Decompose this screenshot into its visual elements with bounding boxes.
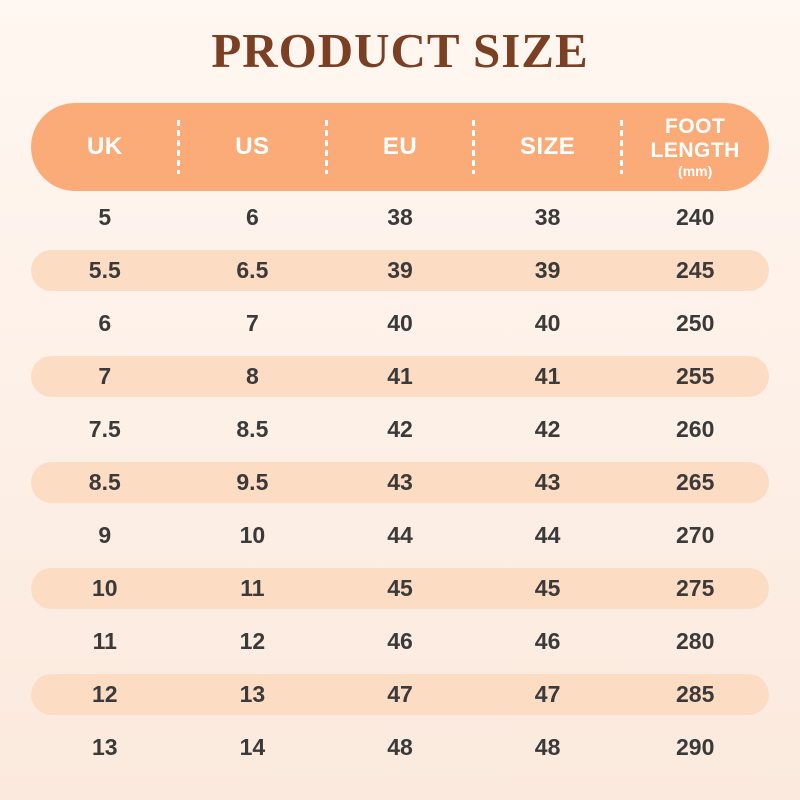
size-cell: 46 — [534, 628, 561, 654]
size-cell: 12 — [239, 628, 266, 654]
table-row: 5.5 6.5 39 39 245 — [31, 244, 769, 297]
size-cell: 240 — [675, 204, 715, 230]
header-divider — [619, 120, 623, 174]
size-cell: 46 — [387, 628, 413, 654]
size-cell: 42 — [534, 416, 561, 442]
size-cell: 39 — [387, 257, 413, 283]
table-row: 9 10 44 44 270 — [31, 509, 769, 562]
column-header-foot-length: FOOT LENGTH (mm) — [621, 115, 769, 179]
size-cell: 13 — [92, 734, 118, 760]
size-cell: 5.5 — [88, 257, 121, 283]
size-cell: 48 — [534, 734, 561, 760]
column-header-label: EU — [382, 133, 418, 160]
size-cell: 8 — [245, 363, 259, 389]
size-cell: 39 — [534, 257, 561, 283]
size-cell: 45 — [534, 575, 561, 601]
size-cell: 255 — [675, 363, 715, 389]
size-cell: 5 — [98, 204, 112, 230]
size-cell: 8.5 — [88, 469, 121, 495]
size-cell: 47 — [387, 681, 413, 707]
size-cell: 41 — [534, 363, 561, 389]
column-header-label: US — [235, 133, 270, 160]
table-row: 12 13 47 47 285 — [31, 668, 769, 721]
table-row: 10 11 45 45 275 — [31, 562, 769, 615]
size-cell: 38 — [387, 204, 413, 230]
size-cell: 260 — [675, 416, 715, 442]
size-cell: 6 — [245, 204, 259, 230]
size-cell: 9 — [98, 522, 112, 548]
size-cell: 43 — [387, 469, 413, 495]
table-row: 5 6 38 38 240 — [31, 191, 769, 244]
size-cell: 12 — [92, 681, 118, 707]
size-cell: 13 — [239, 681, 266, 707]
size-cell: 47 — [534, 681, 561, 707]
size-cell: 40 — [387, 310, 413, 336]
size-cell: 41 — [387, 363, 413, 389]
size-cell: 10 — [239, 522, 266, 548]
size-cell: 280 — [675, 628, 715, 654]
size-cell: 44 — [534, 522, 561, 548]
size-cell: 14 — [239, 734, 266, 760]
column-header-label: FOOT LENGTH — [650, 114, 740, 162]
table-row: 6 7 40 40 250 — [31, 297, 769, 350]
size-cell: 265 — [675, 469, 715, 495]
size-cell: 42 — [387, 416, 413, 442]
size-cell: 10 — [92, 575, 118, 601]
size-cell: 11 — [240, 575, 265, 601]
size-table-header: UK US EU SIZE FOOT LENGTH (mm) — [31, 103, 769, 191]
column-header-unit: (mm) — [678, 163, 713, 180]
size-cell: 43 — [534, 469, 561, 495]
table-row: 8.5 9.5 43 43 265 — [31, 456, 769, 509]
header-divider — [324, 120, 328, 174]
size-cell: 250 — [675, 310, 715, 336]
size-table-body: 5 6 38 38 240 5.5 6.5 39 39 245 6 7 40 40 250 7 8 41 41 255… — [31, 191, 769, 774]
size-table: UK US EU SIZE FOOT LENGTH (mm) 5 6 38 38 240… — [31, 103, 769, 774]
column-header-label: SIZE — [519, 133, 576, 160]
header-divider — [177, 120, 181, 174]
size-cell: 7 — [98, 363, 112, 389]
page-title: PRODUCT SIZE — [211, 23, 589, 78]
column-header-label: UK — [86, 133, 123, 160]
size-cell: 40 — [534, 310, 561, 336]
size-cell: 290 — [675, 734, 715, 760]
size-cell: 6 — [98, 310, 112, 336]
size-cell: 245 — [675, 257, 715, 283]
size-cell: 7 — [245, 310, 259, 336]
column-header-us: US — [179, 133, 327, 161]
size-cell: 285 — [675, 681, 715, 707]
size-cell: 270 — [675, 522, 715, 548]
size-cell: 275 — [675, 575, 715, 601]
header-divider — [472, 120, 476, 174]
size-cell: 45 — [387, 575, 413, 601]
column-header-eu: EU — [326, 133, 474, 161]
size-cell: 7.5 — [88, 416, 121, 442]
size-cell: 11 — [92, 628, 117, 654]
table-row: 7.5 8.5 42 42 260 — [31, 403, 769, 456]
size-cell: 8.5 — [236, 416, 269, 442]
size-cell: 38 — [534, 204, 561, 230]
size-cell: 44 — [387, 522, 413, 548]
table-row: 11 12 46 46 280 — [31, 615, 769, 668]
table-row: 7 8 41 41 255 — [31, 350, 769, 403]
size-cell: 9.5 — [236, 469, 269, 495]
column-header-uk: UK — [31, 133, 179, 161]
size-cell: 6.5 — [236, 257, 269, 283]
column-header-size: SIZE — [474, 133, 622, 161]
table-row: 13 14 48 48 290 — [31, 721, 769, 774]
size-cell: 48 — [387, 734, 413, 760]
